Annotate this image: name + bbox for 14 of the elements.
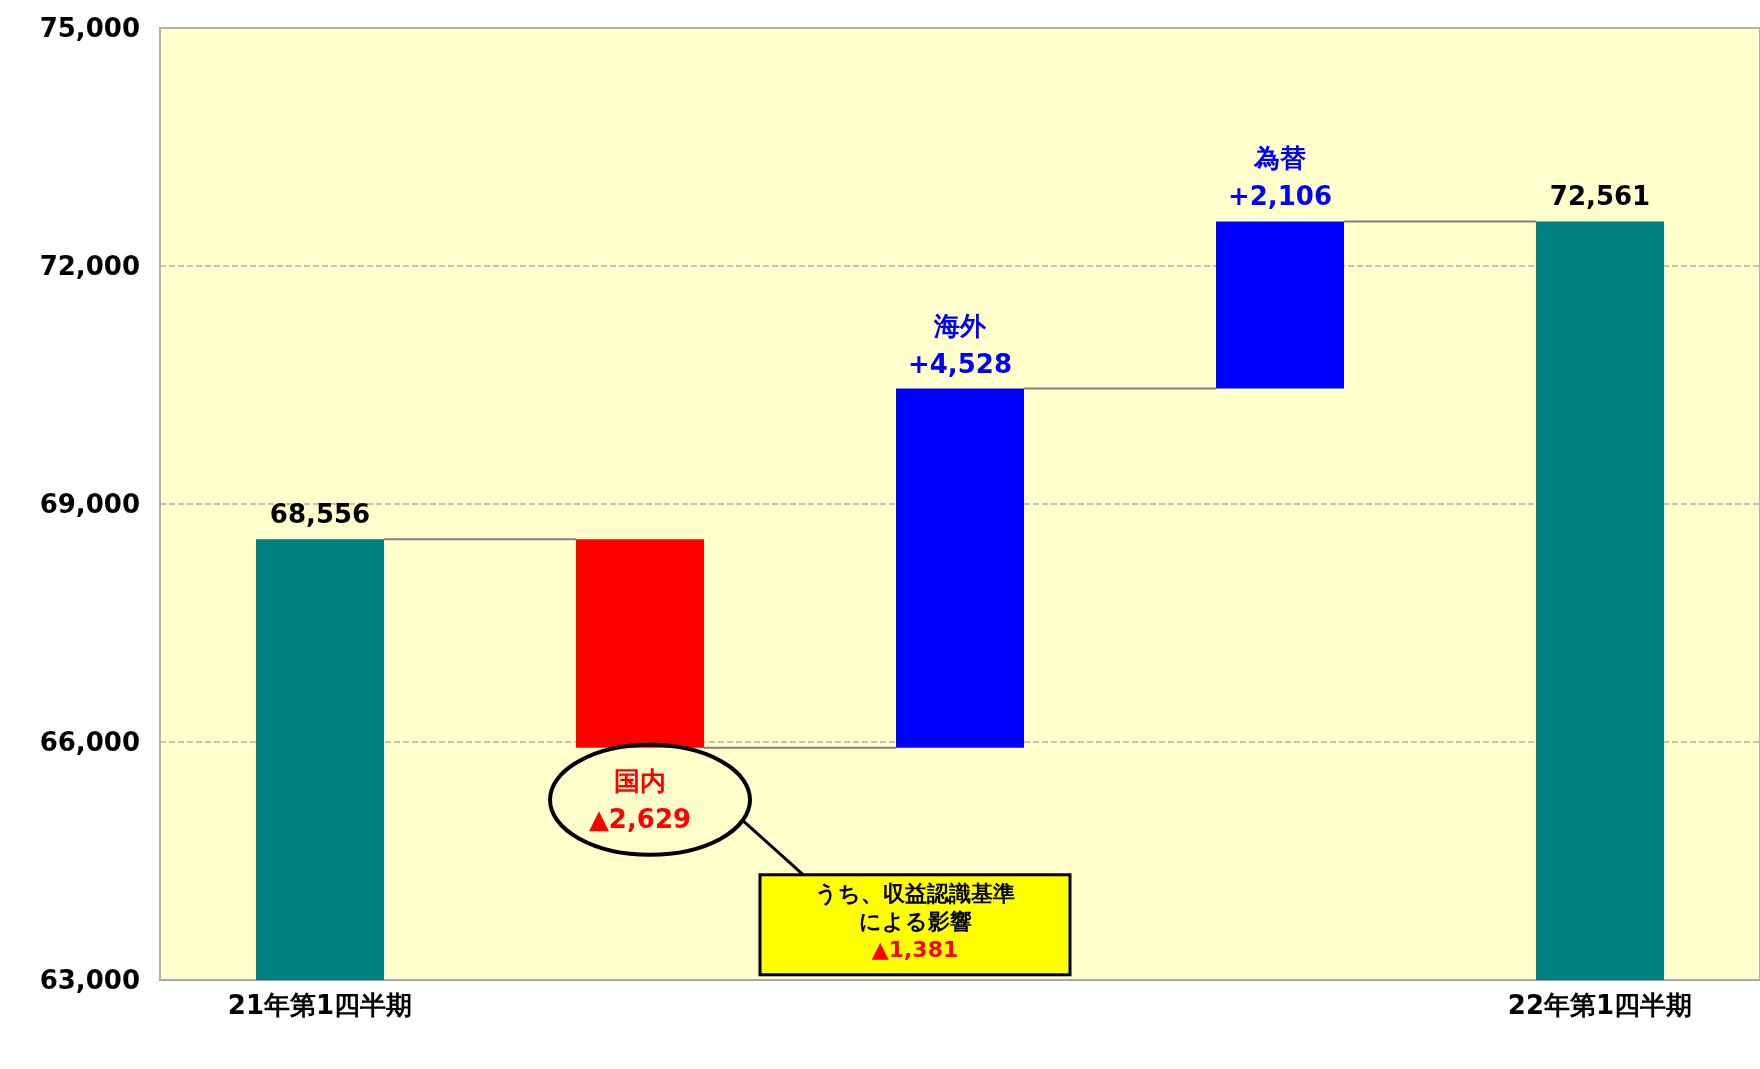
data-label: 68,556 bbox=[269, 499, 371, 530]
data-label: 海外 +4,528 bbox=[907, 310, 1013, 379]
data-label: 72,561 bbox=[1549, 181, 1651, 212]
annotation: うち、収益認識基準による影響 bbox=[814, 879, 1016, 936]
data-label: 為替 +2,106 bbox=[1227, 143, 1333, 212]
y-tick-label: 69,000 bbox=[39, 489, 140, 519]
x-tick-label: 21年第1四半期 bbox=[227, 990, 413, 1020]
y-tick-label: 72,000 bbox=[39, 251, 140, 281]
x-tick-label: 22年第1四半期 bbox=[1507, 990, 1693, 1020]
annotation: ▲1,381 bbox=[870, 935, 960, 964]
data-label: 国内 ▲2,629 bbox=[588, 765, 692, 834]
y-tick-label: 66,000 bbox=[39, 727, 140, 757]
y-tick-label: 75,000 bbox=[39, 13, 140, 43]
y-tick-label: 63,000 bbox=[39, 965, 140, 995]
